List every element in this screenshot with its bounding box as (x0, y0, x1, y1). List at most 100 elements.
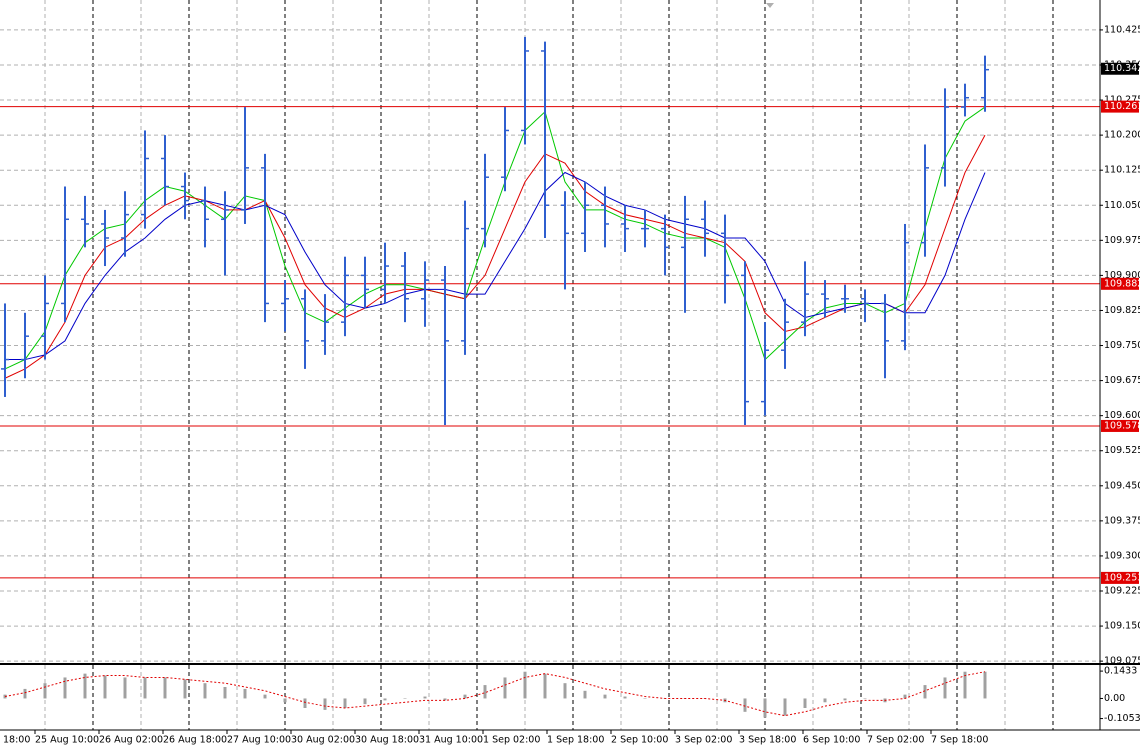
x-tick-label: 3 Sep 02:00 (675, 735, 732, 746)
indicator-bar (783, 698, 787, 716)
level-label-box (1101, 277, 1139, 290)
x-tick-label: 6 Sep 10:00 (803, 735, 860, 746)
indicator-bar (983, 671, 987, 699)
y-tick-label: 109.525 (1104, 445, 1140, 456)
indicator-bar (303, 698, 307, 708)
x-tick-label: 30 Aug 18:00 (355, 735, 419, 746)
y-tick-label: 109.300 (1104, 550, 1140, 561)
indicator-bar (203, 683, 207, 699)
indicator-bar (603, 694, 607, 699)
last-price-label: 110.342 (1104, 63, 1140, 74)
indicator-bar (963, 671, 967, 699)
indicator-bar (243, 688, 247, 699)
indicator-bar (763, 698, 767, 718)
x-tick-label: 30 Aug 02:00 (291, 735, 355, 746)
indicator-bar (523, 671, 527, 699)
y-tick-label: 109.750 (1104, 340, 1140, 351)
y-tick-label: 110.275 (1104, 95, 1140, 106)
indicator-bar (863, 698, 867, 699)
indicator-bar (43, 683, 47, 699)
y-tick-label: 109.825 (1104, 305, 1140, 316)
vertical-grid (44, 0, 1054, 730)
indicator-bar (403, 698, 407, 699)
indicator-bar (623, 696, 627, 699)
x-tick-label: 1 Sep 02:00 (483, 735, 540, 746)
moving-average (4, 134, 986, 379)
level-label: 109.882 (1104, 278, 1140, 289)
level-label-box (1101, 100, 1139, 113)
y-tick-label: 110.125 (1104, 165, 1140, 176)
x-tick-label: 3 Sep 18:00 (739, 735, 796, 746)
last-price-box (1101, 62, 1139, 75)
level-label-box (1101, 571, 1139, 584)
moving-average (4, 106, 986, 370)
moving-average (5, 171, 986, 361)
indicator-bar (943, 677, 947, 699)
shift-marker (766, 3, 774, 8)
y-tick-label: 109.375 (1104, 515, 1140, 526)
y-tick-label: 110.050 (1104, 200, 1140, 211)
level-label: 110.261 (1104, 101, 1140, 112)
indicator-bar (263, 694, 267, 699)
x-tick-label: 31 Aug 10:00 (419, 735, 483, 746)
indicator-bar (903, 694, 907, 699)
indicator-bar (423, 696, 427, 699)
indicator-bar (843, 698, 847, 701)
indicator-bar (483, 685, 487, 699)
indicator-bar (323, 698, 327, 710)
indicator-bar (23, 688, 27, 699)
indicator-tick-label: -0.1053 (1104, 713, 1140, 724)
indicator-tick-label: 0.1433 (1104, 666, 1137, 677)
indicator-bar (163, 677, 167, 699)
level-label-box (1101, 419, 1139, 432)
x-tick-label: 7 Sep 02:00 (867, 735, 924, 746)
indicator-bar (103, 675, 107, 699)
y-tick-label: 110.200 (1104, 130, 1140, 141)
indicator-bar (563, 683, 567, 699)
indicator-bar (223, 687, 227, 699)
indicator-bar (583, 690, 587, 699)
indicator-signal (4, 671, 986, 717)
y-tick-label: 109.150 (1104, 621, 1140, 632)
x-tick-label: 27 Aug 10:00 (227, 735, 291, 746)
y-tick-label: 109.900 (1104, 270, 1140, 281)
y-tick-label: 109.600 (1104, 410, 1140, 421)
y-tick-label: 109.225 (1104, 585, 1140, 596)
frame (0, 0, 1140, 731)
y-tick-label: 109.975 (1104, 235, 1140, 246)
indicator-bar (823, 698, 827, 703)
x-tick-label: 1 Sep 18:00 (547, 735, 604, 746)
x-tick-label: 7 Sep 18:00 (931, 735, 988, 746)
indicator-bar (363, 698, 367, 705)
indicator-tick-label: 0.00 (1104, 693, 1125, 704)
indicator-bar (443, 698, 447, 701)
x-tick-label: 18:00 (3, 735, 30, 746)
y-tick-label: 109.075 (1104, 656, 1140, 667)
indicator-bar (803, 698, 807, 708)
indicator-bar (283, 698, 287, 703)
x-tick-label: 26 Aug 02:00 (99, 735, 163, 746)
indicator-bar (183, 679, 187, 699)
indicator-bar (543, 673, 547, 699)
indicator-bar (123, 677, 127, 699)
indicator-bar (83, 673, 87, 699)
indicator-bar (63, 677, 67, 699)
indicator-bar (143, 677, 147, 699)
indicator-bar (463, 694, 467, 699)
x-tick-label: 26 Aug 18:00 (163, 735, 227, 746)
indicator-bar (343, 698, 347, 708)
indicator-bar (643, 698, 647, 699)
plot (0, 29, 1100, 718)
indicator-bar (503, 677, 507, 699)
x-tick-label: 25 Aug 10:00 (35, 735, 99, 746)
indicator-bar (383, 698, 387, 701)
level-label: 109.253 (1104, 572, 1140, 583)
y-tick-label: 109.450 (1104, 480, 1140, 491)
y-tick-label: 110.425 (1104, 24, 1140, 35)
x-tick-label: 2 Sep 10:00 (611, 735, 668, 746)
indicator-bar (923, 685, 927, 699)
level-label: 109.578 (1104, 420, 1140, 431)
